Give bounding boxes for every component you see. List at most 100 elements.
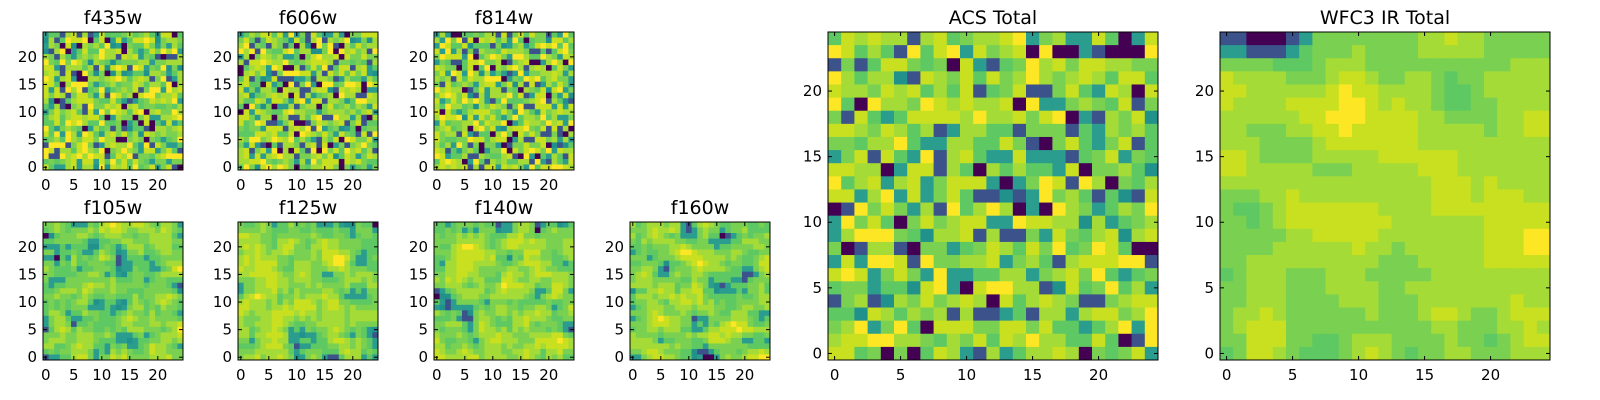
heatmap-cell (473, 76, 480, 83)
heatmap-cell (686, 282, 693, 289)
heatmap-cell (450, 92, 457, 99)
heatmap-cell (1012, 84, 1027, 99)
heatmap-cell (288, 348, 295, 355)
heatmap-cell (439, 37, 446, 44)
heatmap-cell (697, 282, 704, 289)
heatmap-cell (1144, 84, 1159, 99)
heatmap-cell (372, 337, 379, 344)
heatmap-cell (143, 114, 150, 121)
heatmap-cell (495, 260, 502, 267)
heatmap-cell (546, 153, 553, 160)
heatmap-cell (76, 249, 83, 256)
heatmap-cell (288, 120, 295, 127)
heatmap-cell (372, 48, 379, 55)
heatmap-cell (254, 153, 261, 160)
heatmap-cell (110, 136, 117, 143)
heatmap-cell (344, 48, 351, 55)
heatmap-cell (828, 228, 842, 243)
heatmap-cell (880, 71, 895, 85)
heatmap-cell (568, 59, 575, 66)
heatmap-cell (523, 326, 530, 333)
heatmap-cell (87, 54, 94, 61)
heatmap-cell (288, 282, 295, 289)
heatmap-cell (546, 92, 553, 99)
heatmap-cell (725, 310, 732, 317)
heatmap-cell (160, 288, 167, 295)
heatmap-cell (249, 348, 256, 355)
heatmap-cell (736, 249, 743, 256)
heatmap-cell (557, 299, 564, 306)
heatmap-cell (1052, 45, 1067, 59)
heatmap-cell (48, 81, 55, 88)
heatmap-cell (439, 147, 446, 154)
heatmap-cell (294, 81, 301, 88)
heatmap-cell (880, 110, 895, 125)
heatmap-cell (361, 299, 368, 306)
heatmap-cell (501, 288, 508, 295)
heatmap-cell (160, 70, 167, 77)
heatmap-cell (121, 153, 128, 160)
heatmap-cell (115, 337, 122, 344)
heatmap-cell (266, 120, 273, 127)
heatmap-cell (316, 37, 323, 44)
heatmap-cell (166, 249, 173, 256)
heatmap-cell (104, 277, 111, 284)
heatmap-cell (540, 321, 547, 328)
heatmap-cell (523, 109, 530, 116)
heatmap-cell (59, 337, 66, 344)
heatmap-cell (160, 87, 167, 94)
heatmap-cell (674, 288, 681, 295)
heatmap-cell (495, 103, 502, 110)
heatmap-cell (742, 304, 749, 311)
heatmap-cell (730, 288, 737, 295)
heatmap-cell (635, 222, 642, 229)
heatmap-cell (82, 98, 89, 105)
heatmap-cell (243, 125, 250, 132)
heatmap-cell (43, 233, 50, 240)
heatmap-cell (127, 37, 134, 44)
heatmap-cell (294, 87, 301, 94)
heatmap-cell (697, 321, 704, 328)
heatmap-cell (758, 354, 765, 361)
heatmap-cell (730, 293, 737, 300)
heatmap-cell (288, 277, 295, 284)
heatmap-cell (65, 158, 72, 165)
heatmap-cell (76, 125, 83, 132)
heatmap-cell (445, 277, 452, 284)
heatmap-cell (658, 266, 665, 273)
heatmap-cell (518, 227, 525, 234)
heatmap-cell (557, 153, 564, 160)
heatmap-cell (473, 299, 480, 306)
heatmap-cell (434, 348, 441, 355)
heatmap-cell (171, 293, 178, 300)
heatmap-cell (434, 288, 441, 295)
heatmap-cell (288, 92, 295, 99)
heatmap-cell (65, 59, 72, 66)
heatmap-cell (93, 158, 100, 165)
heatmap-cell (534, 120, 541, 127)
heatmap-cell (99, 131, 106, 138)
heatmap-cell (54, 299, 61, 306)
heatmap-cell (478, 310, 485, 317)
heatmap-cell (322, 249, 329, 256)
heatmap-cell (271, 142, 278, 149)
heatmap-cell (305, 65, 312, 72)
heatmap-cell (43, 125, 50, 132)
heatmap-cell (691, 227, 698, 234)
heatmap-cell (658, 227, 665, 234)
heatmap-cell (714, 249, 721, 256)
heatmap-cell (138, 65, 145, 72)
heatmap-cell (266, 48, 273, 55)
heatmap-cell (372, 310, 379, 317)
heatmap-cell (736, 304, 743, 311)
heatmap-cell (973, 97, 987, 112)
heatmap-cell (305, 326, 312, 333)
heatmap-cell (467, 147, 474, 154)
heatmap-cell (132, 147, 139, 154)
heatmap-cell (490, 315, 497, 322)
heatmap-cell (294, 109, 301, 116)
heatmap-cell (546, 70, 553, 77)
heatmap-cell (288, 310, 295, 317)
heatmap-cell (87, 131, 94, 138)
heatmap-cell (155, 43, 162, 50)
